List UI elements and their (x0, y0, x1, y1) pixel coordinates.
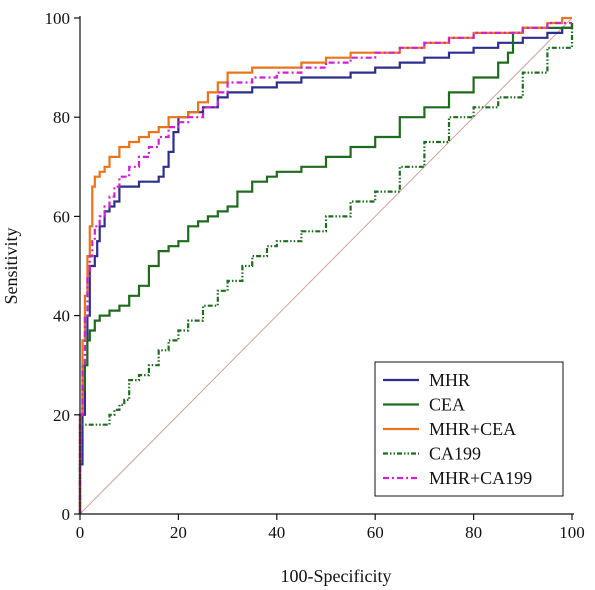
x-axis-title: 100-Specificity (281, 566, 392, 586)
y-tick-label: 0 (62, 505, 71, 524)
x-tick-label: 40 (268, 523, 285, 542)
x-tick-label: 80 (465, 523, 482, 542)
x-tick-label: 20 (170, 523, 187, 542)
legend-label: MHR+CA199 (429, 468, 532, 488)
y-axis-title: Sensitivity (1, 227, 21, 304)
y-tick-label: 100 (45, 9, 71, 28)
series-line-mhr-ca199 (78, 21, 572, 514)
x-tick-label: 100 (559, 523, 585, 542)
reference-diagonal-line (79, 17, 573, 515)
x-tick-label: 0 (76, 523, 85, 542)
legend: MHR CEA MHR+CEA CA199 MHR+CA199 (374, 361, 564, 497)
y-tick-label: 20 (53, 406, 70, 425)
legend-label: MHR (429, 370, 470, 390)
y-tick-label: 80 (53, 108, 70, 127)
y-tick-label: 60 (53, 207, 70, 226)
x-tick-label: 60 (367, 523, 384, 542)
legend-label: CEA (429, 395, 465, 415)
axes: 0 20 40 60 80 100 0 20 40 60 80 100 100-Specificity S… (1, 9, 585, 586)
legend-label: MHR+CEA (429, 419, 516, 439)
plot-area (78, 16, 574, 515)
y-tick-label: 40 (53, 307, 70, 326)
series-line-ca199 (78, 23, 574, 514)
series-line-mhr (78, 23, 574, 514)
legend-label: CA199 (429, 444, 481, 464)
series-line-cea (78, 23, 574, 514)
